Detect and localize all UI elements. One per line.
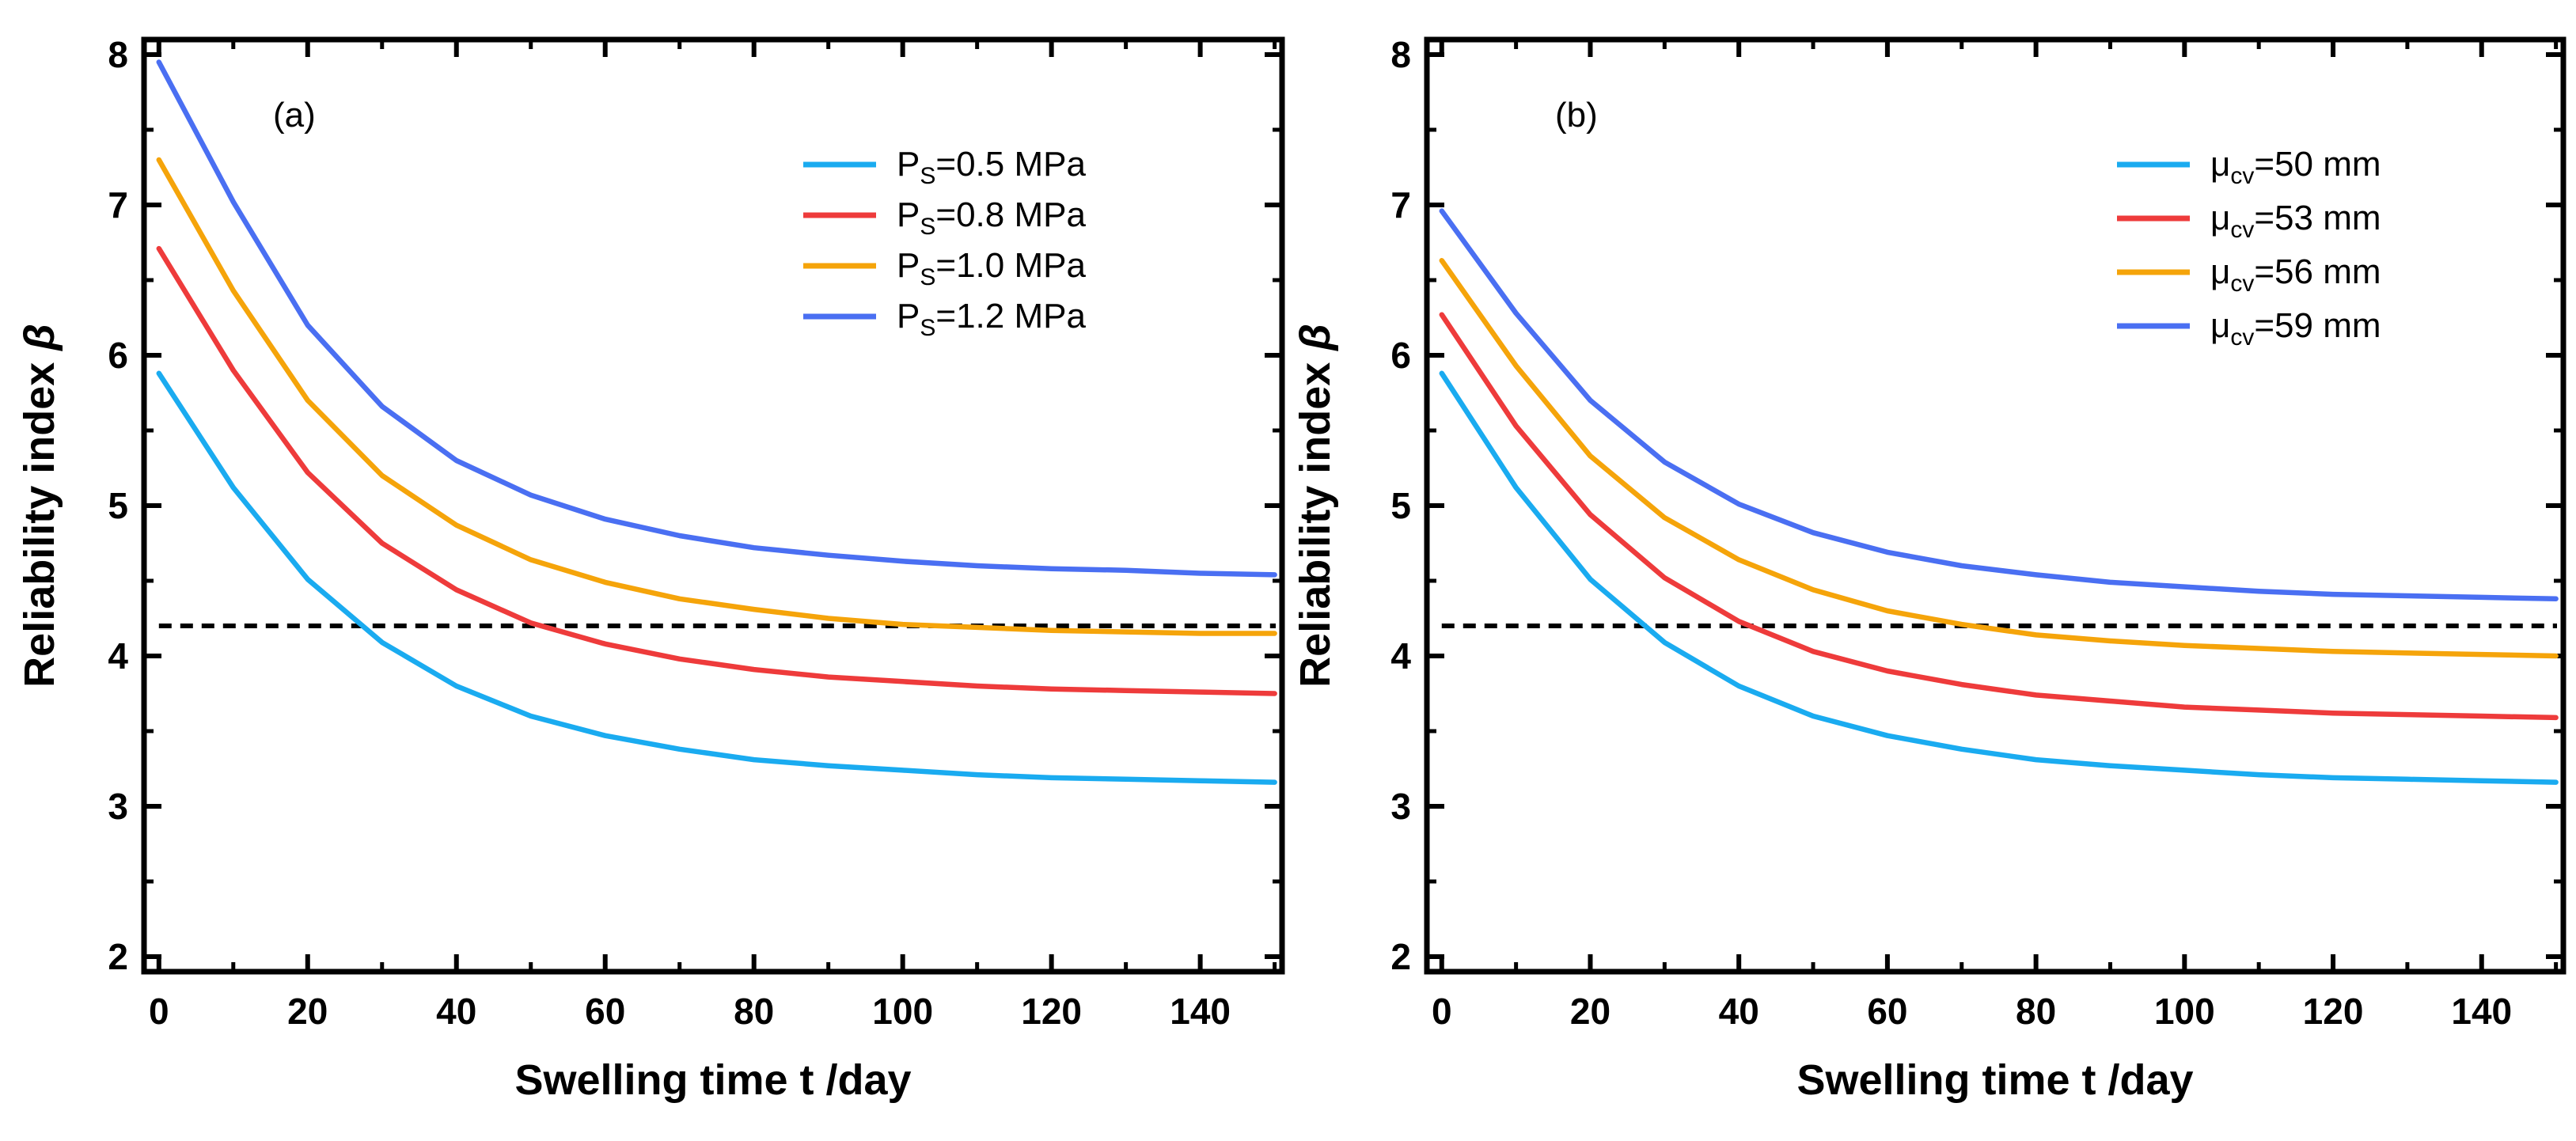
panel-a-y-tick-label: 8 [108, 34, 128, 75]
panel-a-x-tick-label: 100 [872, 991, 933, 1032]
panel-a-tag: (a) [273, 96, 316, 135]
panel-b-legend: μcv=50 mm μcv=53 mm μcv=56 mm μcv=59 mm [2117, 145, 2381, 351]
panel-a-x-tick-label: 0 [149, 991, 169, 1032]
panel-b-y-tick-label: 2 [1390, 936, 1411, 977]
panel-a-plot-frame [141, 36, 1285, 975]
panel-b-y-tick-label: 5 [1390, 485, 1411, 526]
panel-b-x-tick-label: 0 [1432, 991, 1452, 1032]
panel-b-y-axis-label: Reliability index β [1292, 324, 1339, 688]
panel-a-x-axis-label: Swelling time t /day [514, 1056, 911, 1104]
panel-b-x-axis-label: Swelling time t /day [1796, 1056, 2193, 1104]
panel-a-series-line-3 [156, 157, 1277, 636]
panel-b-x-tick-label: 40 [1719, 991, 1759, 1032]
panel-a-y-tick-label: 5 [108, 485, 128, 526]
panel-a-x-tick-label: 140 [1170, 991, 1231, 1032]
panel-a-legend-label: PS=0.5 MPa [897, 145, 1086, 189]
panel-a-series-line-4 [156, 59, 1277, 578]
panel-a-x-tick-label: 120 [1021, 991, 1082, 1032]
panel-b-y-tick-label: 4 [1390, 635, 1411, 677]
panel-a-legend-label: PS=0.8 MPa [897, 195, 1086, 240]
panel-a-x-tick-label: 60 [585, 991, 625, 1032]
panel-b-tag: (b) [1555, 96, 1598, 135]
panel-b-series-line-3 [1439, 258, 2559, 659]
panel-b-series-line-1 [1439, 370, 2559, 785]
panel-a-legend-label: PS=1.0 MPa [897, 246, 1086, 290]
panel-b-y-tick-label: 7 [1390, 184, 1411, 226]
panel-a-series-line-1 [156, 370, 1277, 785]
panel-a-y-axis-label: Reliability index β [16, 324, 63, 688]
panel-a-legend: PS=0.5 MPa PS=0.8 MPa PS=1.0 MPa PS=1.2 MPa [803, 145, 1086, 341]
panel-b-series-line-2 [1439, 312, 2559, 721]
panel-a-legend-label: PS=1.2 MPa [897, 297, 1086, 341]
panel-b-y-tick-label: 8 [1390, 34, 1411, 75]
panel-a-x-tick-label: 40 [436, 991, 476, 1032]
panel-b-legend-label: μcv=59 mm [2210, 306, 2381, 351]
panel-a-x-tick-label: 80 [734, 991, 774, 1032]
panel-b-series-line-4 [1439, 208, 2559, 602]
panel-b-y-tick-label: 3 [1390, 786, 1411, 827]
panel-a-series-line-2 [156, 245, 1277, 696]
panel-b-x-tick-label: 100 [2154, 991, 2215, 1032]
panel-a-y-tick-label: 4 [108, 635, 128, 677]
panel-b-x-tick-label: 20 [1570, 991, 1610, 1032]
panel-b-x-tick-label: 140 [2451, 991, 2512, 1032]
panel-b-x-tick-label: 80 [2016, 991, 2056, 1032]
panel-b-plot-frame [1424, 36, 2567, 975]
panel-b-x-tick-label: 60 [1867, 991, 1907, 1032]
panel-a-x-tick-label: 20 [287, 991, 328, 1032]
panel-b-x-tick-label: 120 [2303, 991, 2364, 1032]
panel-a-y-tick-label: 6 [108, 335, 128, 376]
panel-b-legend-label: μcv=56 mm [2210, 252, 2381, 297]
panel-b-y-tick-label: 6 [1390, 335, 1411, 376]
panel-a-y-tick-label: 7 [108, 184, 128, 226]
panel-b-legend-label: μcv=50 mm [2210, 145, 2381, 189]
panel-a-y-tick-label: 3 [108, 786, 128, 827]
panel-b-legend-label: μcv=53 mm [2210, 199, 2381, 243]
panel-a-y-tick-label: 2 [108, 936, 128, 977]
